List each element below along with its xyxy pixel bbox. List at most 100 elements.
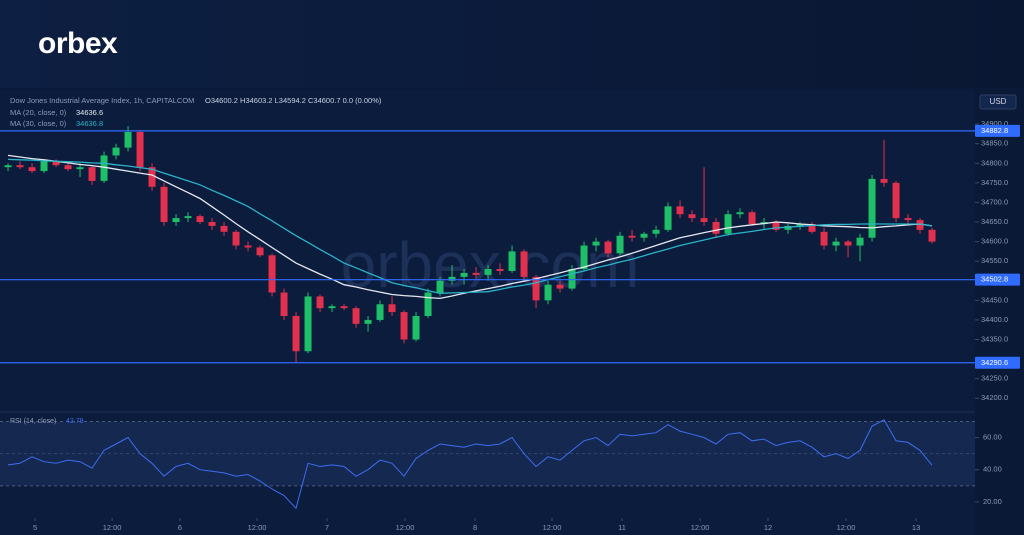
candle-body — [124, 131, 132, 148]
rsi-value: 42.79 — [66, 418, 84, 425]
candle-body — [484, 269, 492, 275]
candle-body — [364, 319, 372, 324]
y-tick-label: 60.00 — [983, 433, 1002, 442]
candle-body — [544, 284, 552, 301]
candle-body — [712, 222, 720, 234]
y-tick-label: 40.00 — [983, 465, 1002, 474]
candle-body — [604, 241, 612, 254]
x-tick-label: 11 — [618, 523, 626, 532]
candle-body — [400, 312, 408, 340]
candle-body — [76, 167, 84, 170]
candle-body — [160, 186, 168, 223]
candle-body — [256, 247, 264, 256]
level-label: 34882.8 — [981, 126, 1008, 135]
level-label: 34290.6 — [981, 358, 1008, 367]
y-tick-label: 34400.0 — [981, 315, 1008, 324]
candle-body — [376, 304, 384, 320]
y-tick-label: 34800.0 — [981, 158, 1008, 167]
rsi-line — [7, 419, 933, 510]
y-tick-label: 34350.0 — [981, 334, 1008, 343]
candle-body — [700, 218, 708, 223]
y-tick-label: 34550.0 — [981, 256, 1008, 265]
y-tick-label: 34700.0 — [981, 197, 1008, 206]
candle-body — [832, 241, 840, 246]
candle-body — [796, 223, 804, 226]
candle-body — [352, 308, 360, 324]
candle-body — [232, 231, 240, 246]
candle-body — [736, 212, 744, 215]
candle-body — [532, 276, 540, 301]
candle-body — [280, 292, 288, 317]
x-tick-label: 12:00 — [103, 523, 122, 532]
x-tick-label: 12:00 — [248, 523, 267, 532]
level-label: 34502.8 — [981, 275, 1008, 284]
watermark: orbex.com — [341, 229, 640, 301]
candle-body — [640, 233, 648, 238]
y-tick-label: 34900.0 — [981, 119, 1008, 128]
candle-body — [856, 237, 864, 246]
candle-body — [568, 269, 576, 289]
y-tick-label: 34600.0 — [981, 237, 1008, 246]
x-tick-label: 6 — [178, 523, 182, 532]
candle-body — [556, 284, 564, 289]
candle-body — [244, 245, 252, 248]
candle-body — [88, 167, 96, 181]
candle-body — [208, 222, 216, 226]
x-tick-label: 12:00 — [543, 523, 562, 532]
plot: 34200.0 34250.0 34350.0 34400.0 34450.0 34550… — [0, 119, 1008, 532]
candle-body — [412, 316, 420, 340]
y-tick-label: 34450.0 — [981, 295, 1008, 304]
candle-body — [592, 241, 600, 246]
candle-body — [16, 165, 24, 168]
candle-body — [220, 225, 228, 232]
x-tick-label: 13 — [912, 523, 920, 532]
candle-body — [40, 161, 48, 172]
logo: orbex — [38, 27, 118, 60]
candle-body — [304, 296, 312, 352]
candle-body — [4, 165, 12, 168]
level-tag — [975, 124, 1020, 137]
currency-button[interactable] — [979, 94, 1017, 110]
candle-body — [172, 218, 180, 223]
candle-body — [820, 231, 828, 246]
x-tick-label: 12 — [764, 523, 772, 532]
candle-body — [664, 206, 672, 230]
candle-body — [460, 272, 468, 277]
candle-body — [340, 306, 348, 309]
level-tag — [975, 356, 1020, 369]
candle-body — [772, 222, 780, 230]
candle-body — [316, 296, 324, 309]
ma-legend-name: MA (20, close, 0) — [10, 108, 67, 117]
x-tick-label: 5 — [33, 523, 37, 532]
ma-legend-value: 34636.8 — [76, 119, 103, 128]
candle-body — [64, 165, 72, 170]
y-tick-label: 34750.0 — [981, 178, 1008, 187]
y-tick-label: 20.00 — [983, 497, 1002, 506]
y-tick-label: 34250.0 — [981, 374, 1008, 383]
x-tick-label: 8 — [473, 523, 477, 532]
candle-body — [580, 245, 588, 270]
instrument-title: Dow Jones Industrial Average Index, 1h, … — [10, 96, 194, 105]
candle-body — [748, 212, 756, 224]
candle-body — [508, 251, 516, 271]
candle-body — [688, 214, 696, 219]
y-tick-label: 34650.0 — [981, 217, 1008, 226]
candle-body — [892, 182, 900, 219]
y-tick-label: 34850.0 — [981, 139, 1008, 148]
ma-legend-value: 34636.6 — [76, 108, 103, 117]
candle-body — [724, 214, 732, 234]
y-tick-label: 34200.0 — [981, 393, 1008, 402]
candle-body — [652, 229, 660, 234]
candle-body — [136, 131, 144, 168]
candle-body — [268, 255, 276, 293]
x-tick-label: 7 — [325, 523, 329, 532]
x-tick-label: 12:00 — [396, 523, 415, 532]
candle-body — [628, 235, 636, 238]
candle-body — [616, 235, 624, 254]
candle-body — [880, 178, 888, 183]
price-axis — [975, 90, 1024, 535]
candle-body — [388, 304, 396, 313]
candle-body — [916, 220, 924, 230]
